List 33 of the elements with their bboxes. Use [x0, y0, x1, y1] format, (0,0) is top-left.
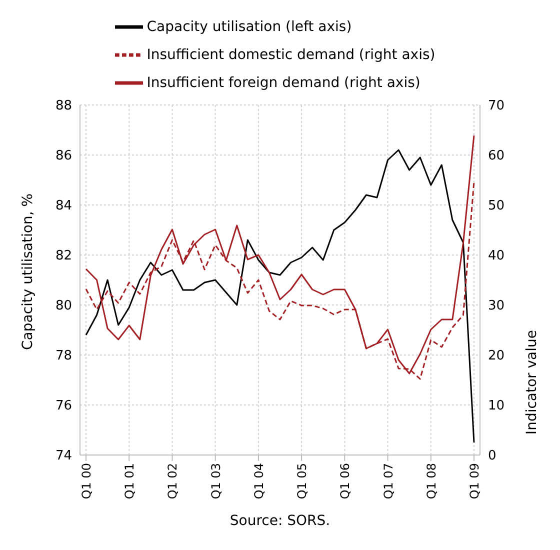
y-tick-label: 78: [55, 348, 72, 364]
y2-tick-label: 60: [488, 148, 505, 164]
y-tick-label: 86: [55, 148, 72, 164]
y2-tick-label: 30: [488, 298, 505, 314]
y2-tick-label: 10: [488, 398, 505, 414]
y-tick-label: 74: [55, 448, 72, 464]
y2-tick-label: 0: [488, 448, 496, 464]
y2-tick-label: 70: [488, 98, 505, 114]
y2-tick-label: 40: [488, 248, 505, 264]
x-tick-label: Q1 07: [381, 463, 396, 500]
y-tick-label: 84: [55, 198, 72, 214]
x-tick-label: Q1 02: [166, 463, 180, 500]
x-tick-label: Q1 00: [80, 463, 94, 500]
y-tick-label: 76: [55, 398, 72, 414]
line-series: [85, 149, 475, 444]
x-tick-label: Q1 06: [338, 463, 352, 500]
y-tick-label: 82: [55, 248, 72, 264]
legend-label: Insufficient foreign demand (right axis): [146, 74, 420, 91]
x-tick-label: Q1 03: [208, 463, 223, 500]
y-tick-label: 80: [55, 298, 72, 314]
legend-label: Capacity utilisation (left axis): [146, 18, 352, 35]
x-tick-label: Q1 04: [252, 463, 266, 500]
y-tick-label: 88: [55, 98, 72, 114]
source-note: Source: SORS.: [228, 513, 332, 529]
x-tick-label: Q1 01: [122, 463, 137, 500]
x-tick-label: Q1 08: [424, 463, 438, 500]
y2-axis-title: Indicator value: [524, 330, 540, 435]
y-axis-title: Capacity utilisation, %: [20, 193, 36, 350]
x-tick-label: Q1 09: [468, 463, 482, 500]
y2-tick-label: 20: [488, 348, 505, 364]
legend-label: Insufficient domestic demand (right axis): [146, 46, 436, 63]
y2-tick-label: 50: [488, 198, 505, 214]
x-tick-label: Q1 05: [295, 463, 310, 500]
